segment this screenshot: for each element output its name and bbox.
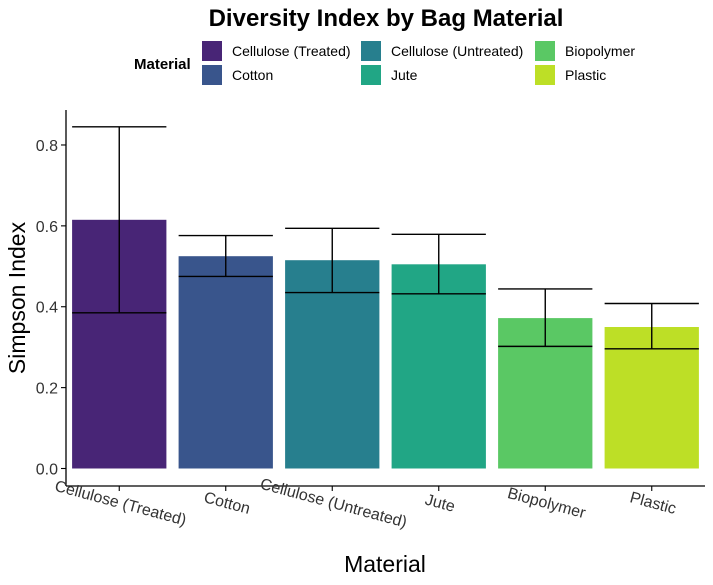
legend-item: Cellulose (Treated) — [202, 41, 351, 61]
bar — [178, 256, 273, 469]
x-tick-label: Jute — [423, 492, 457, 516]
y-tick-label: 0.0 — [36, 462, 58, 479]
legend-item: Jute — [361, 65, 418, 85]
y-tick-label: 0.6 — [36, 219, 58, 236]
legend-label: Cotton — [232, 67, 273, 83]
bar — [285, 260, 380, 469]
error-bar — [285, 227, 380, 294]
x-tick-label: Biopolymer — [506, 485, 588, 522]
legend-label: Jute — [391, 67, 418, 83]
legend-item: Cotton — [202, 65, 273, 85]
y-tick-label: 0.8 — [36, 138, 58, 155]
legend-item: Cellulose (Untreated) — [361, 41, 523, 61]
legend-item: Plastic — [535, 65, 606, 85]
y-tick-label: 0.2 — [36, 381, 58, 398]
legend: Material Cellulose (Treated) Cellulose (U… — [134, 41, 635, 85]
legend-swatch — [535, 65, 555, 85]
legend-label: Biopolymer — [565, 43, 635, 59]
legend-swatch — [535, 41, 555, 61]
error-bar — [498, 288, 593, 348]
bar — [604, 327, 699, 469]
x-tick-label: Cellulose (Untreated) — [258, 476, 408, 532]
legend-label: Cellulose (Treated) — [232, 43, 351, 59]
legend-swatch — [361, 65, 381, 85]
legend-swatch — [202, 41, 222, 61]
legend-label: Cellulose (Untreated) — [391, 43, 523, 59]
bar — [391, 264, 486, 469]
error-bar — [391, 233, 486, 295]
legend-swatch — [361, 41, 381, 61]
legend-swatch — [202, 65, 222, 85]
legend-title: Material — [134, 56, 191, 73]
chart-title: Diversity Index by Bag Material — [209, 5, 564, 32]
legend-label: Plastic — [565, 67, 606, 83]
legend-item: Biopolymer — [535, 41, 635, 61]
error-bar — [604, 302, 699, 350]
error-bar — [178, 234, 273, 278]
x-tick-label: Plastic — [628, 489, 678, 518]
error-bar — [72, 126, 167, 314]
x-tick-label: Cotton — [202, 489, 252, 518]
y-axis-title: Simpson Index — [4, 221, 30, 374]
y-tick-label: 0.4 — [36, 300, 58, 317]
x-axis-title: Material — [344, 551, 426, 577]
